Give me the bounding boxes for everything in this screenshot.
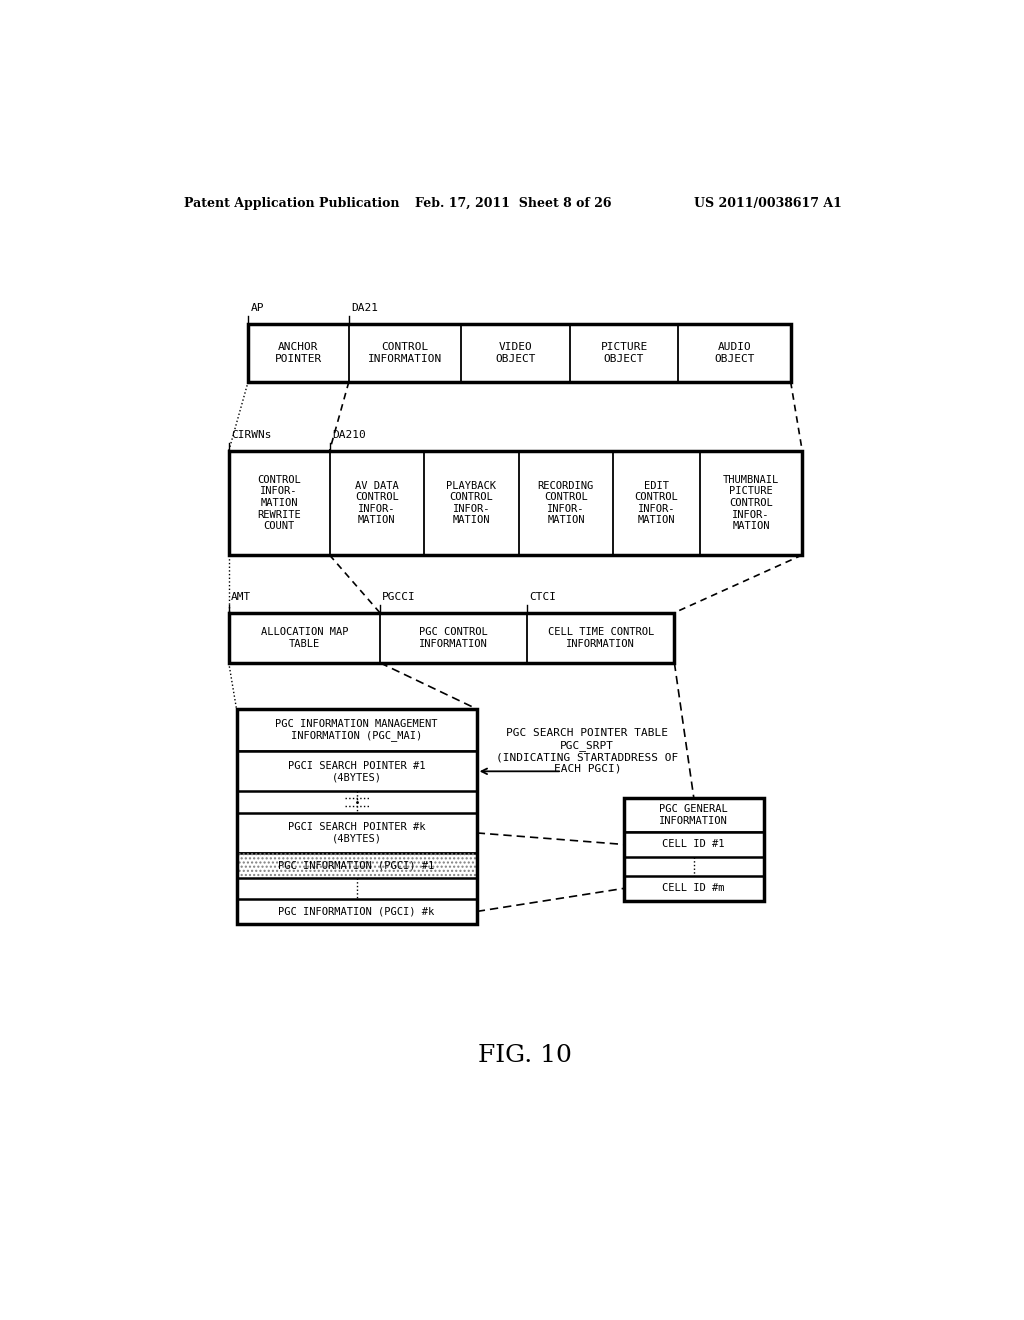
Text: RECORDING
CONTROL
INFOR-
MATION: RECORDING CONTROL INFOR- MATION bbox=[538, 480, 594, 525]
Bar bbox=[624, 797, 764, 900]
Text: PICTURE
OBJECT: PICTURE OBJECT bbox=[600, 342, 647, 363]
Text: PGCCI: PGCCI bbox=[382, 591, 416, 602]
Bar bbox=[624, 832, 764, 857]
Text: PGC SEARCH POINTER TABLE
PGC_SRPT
(INDICATING STARTADDRESS OF
EACH PGCI): PGC SEARCH POINTER TABLE PGC_SRPT (INDIC… bbox=[496, 729, 678, 774]
Bar bbox=[248, 323, 791, 381]
Text: Patent Application Publication: Patent Application Publication bbox=[183, 197, 399, 210]
Text: PLAYBACK
CONTROL
INFOR-
MATION: PLAYBACK CONTROL INFOR- MATION bbox=[446, 480, 497, 525]
Bar bbox=[237, 709, 477, 924]
Text: CONTROL
INFOR-
MATION
REWRITE
COUNT: CONTROL INFOR- MATION REWRITE COUNT bbox=[257, 475, 301, 531]
Text: PGC INFORMATION (PGCI) #k: PGC INFORMATION (PGCI) #k bbox=[279, 907, 435, 916]
Text: AP: AP bbox=[251, 304, 264, 313]
Text: ANCHOR
POINTER: ANCHOR POINTER bbox=[274, 342, 323, 363]
Text: PGCI SEARCH POINTER #1
(4BYTES): PGCI SEARCH POINTER #1 (4BYTES) bbox=[288, 760, 425, 783]
Text: AMT: AMT bbox=[231, 591, 251, 602]
Text: PGC INFORMATION (PGCI) #1: PGC INFORMATION (PGCI) #1 bbox=[279, 861, 435, 870]
Text: Feb. 17, 2011  Sheet 8 of 26: Feb. 17, 2011 Sheet 8 of 26 bbox=[415, 197, 611, 210]
Bar bbox=[228, 451, 802, 554]
Text: US 2011/0038617 A1: US 2011/0038617 A1 bbox=[693, 197, 842, 210]
Text: ALLOCATION MAP
TABLE: ALLOCATION MAP TABLE bbox=[260, 627, 348, 648]
Text: THUMBNAIL
PICTURE
CONTROL
INFOR-
MATION: THUMBNAIL PICTURE CONTROL INFOR- MATION bbox=[723, 475, 779, 531]
Text: FIG. 10: FIG. 10 bbox=[478, 1044, 571, 1067]
Text: PGC CONTROL
INFORMATION: PGC CONTROL INFORMATION bbox=[419, 627, 487, 648]
Text: CONTROL
INFORMATION: CONTROL INFORMATION bbox=[368, 342, 442, 363]
Text: VIDEO
OBJECT: VIDEO OBJECT bbox=[496, 342, 536, 363]
Bar bbox=[237, 899, 477, 924]
Text: DA21: DA21 bbox=[351, 304, 378, 313]
Bar bbox=[237, 853, 477, 878]
Text: PGC INFORMATION MANAGEMENT
INFORMATION (PGC_MAI): PGC INFORMATION MANAGEMENT INFORMATION (… bbox=[275, 719, 438, 742]
Text: CTCI: CTCI bbox=[529, 591, 556, 602]
Text: PGCI SEARCH POINTER #k
(4BYTES): PGCI SEARCH POINTER #k (4BYTES) bbox=[288, 822, 425, 843]
Bar bbox=[237, 853, 477, 878]
Bar bbox=[237, 709, 477, 751]
Bar bbox=[624, 797, 764, 832]
Text: CIRWNs: CIRWNs bbox=[231, 430, 271, 441]
Text: AV DATA
CONTROL
INFOR-
MATION: AV DATA CONTROL INFOR- MATION bbox=[355, 480, 398, 525]
Text: PGC GENERAL
INFORMATION: PGC GENERAL INFORMATION bbox=[659, 804, 728, 825]
Text: EDIT
CONTROL
INFOR-
MATION: EDIT CONTROL INFOR- MATION bbox=[635, 480, 679, 525]
Text: CELL TIME CONTROL
INFORMATION: CELL TIME CONTROL INFORMATION bbox=[548, 627, 654, 648]
Bar bbox=[237, 751, 477, 792]
Bar bbox=[228, 612, 675, 663]
Bar bbox=[624, 876, 764, 900]
Text: CELL ID #1: CELL ID #1 bbox=[663, 840, 725, 850]
Text: CELL ID #m: CELL ID #m bbox=[663, 883, 725, 894]
Bar bbox=[237, 813, 477, 853]
Text: DA210: DA210 bbox=[332, 430, 366, 441]
Text: AUDIO
OBJECT: AUDIO OBJECT bbox=[714, 342, 755, 363]
